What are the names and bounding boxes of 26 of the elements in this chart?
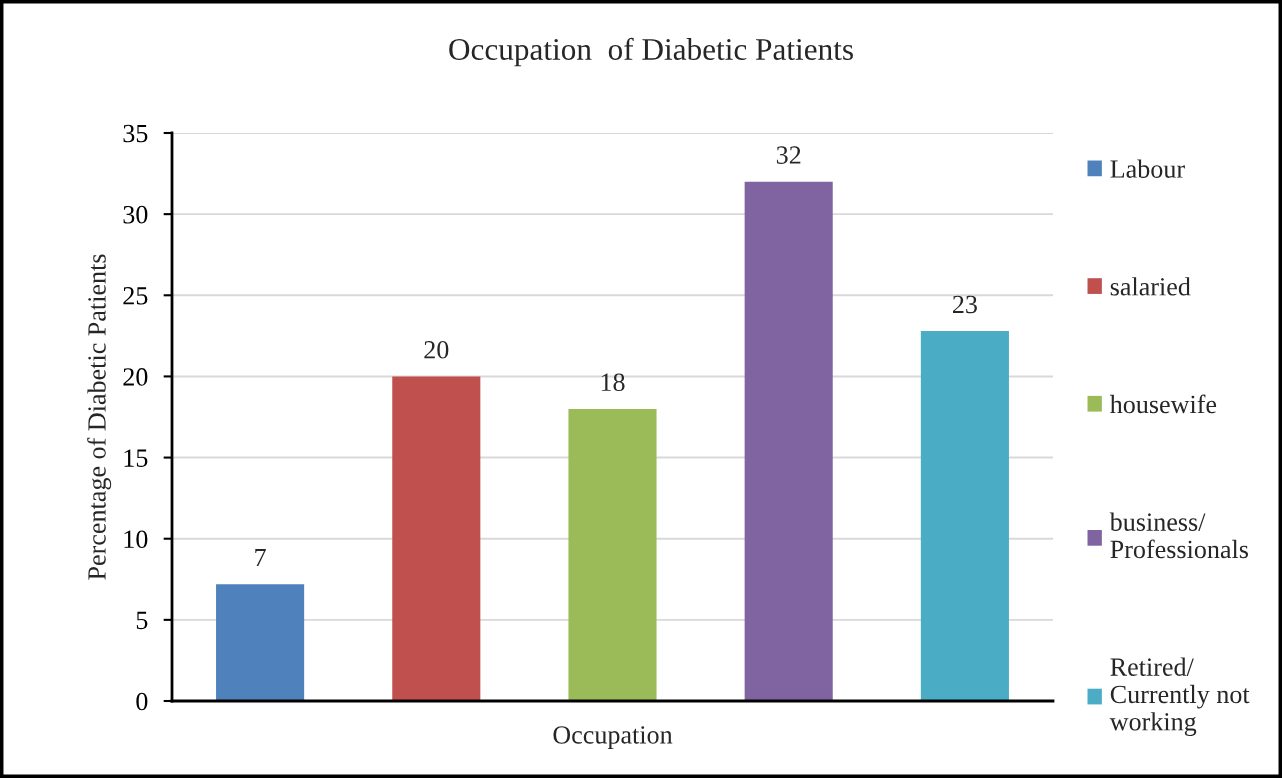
legend-label: Labour [1110, 159, 1185, 178]
bar [744, 181, 833, 701]
data-label: 18 [601, 373, 625, 392]
bar [920, 330, 1009, 701]
data-label: 23 [952, 295, 977, 314]
y-tick-label: 10 [124, 530, 148, 549]
bar [392, 376, 481, 701]
legend-label: Retired/ Currently not working [1109, 657, 1250, 736]
y-tick-label: 0 [136, 692, 148, 711]
bar [216, 584, 305, 701]
legend-label: business/ Professionals [1109, 512, 1248, 559]
legend-label: housewife [1109, 394, 1217, 414]
y-axis-title: Percentage of Diabetic Patients [87, 254, 112, 580]
data-label: 20 [424, 341, 449, 359]
legend-label: salaried [1110, 277, 1191, 296]
x-axis-title: Occupation [553, 726, 673, 749]
y-tick-label: 25 [123, 287, 148, 305]
data-label: 32 [776, 146, 801, 164]
y-tick-label: 30 [123, 205, 148, 224]
y-tick-label: 5 [136, 611, 148, 630]
bar [568, 408, 657, 701]
y-tick-label: 20 [123, 368, 148, 386]
y-tick-label: 15 [124, 449, 148, 467]
data-label: 7 [255, 548, 266, 567]
chart-title: Occupation of Diabetic Patients [449, 37, 853, 67]
y-tick-label: 35 [123, 124, 148, 143]
